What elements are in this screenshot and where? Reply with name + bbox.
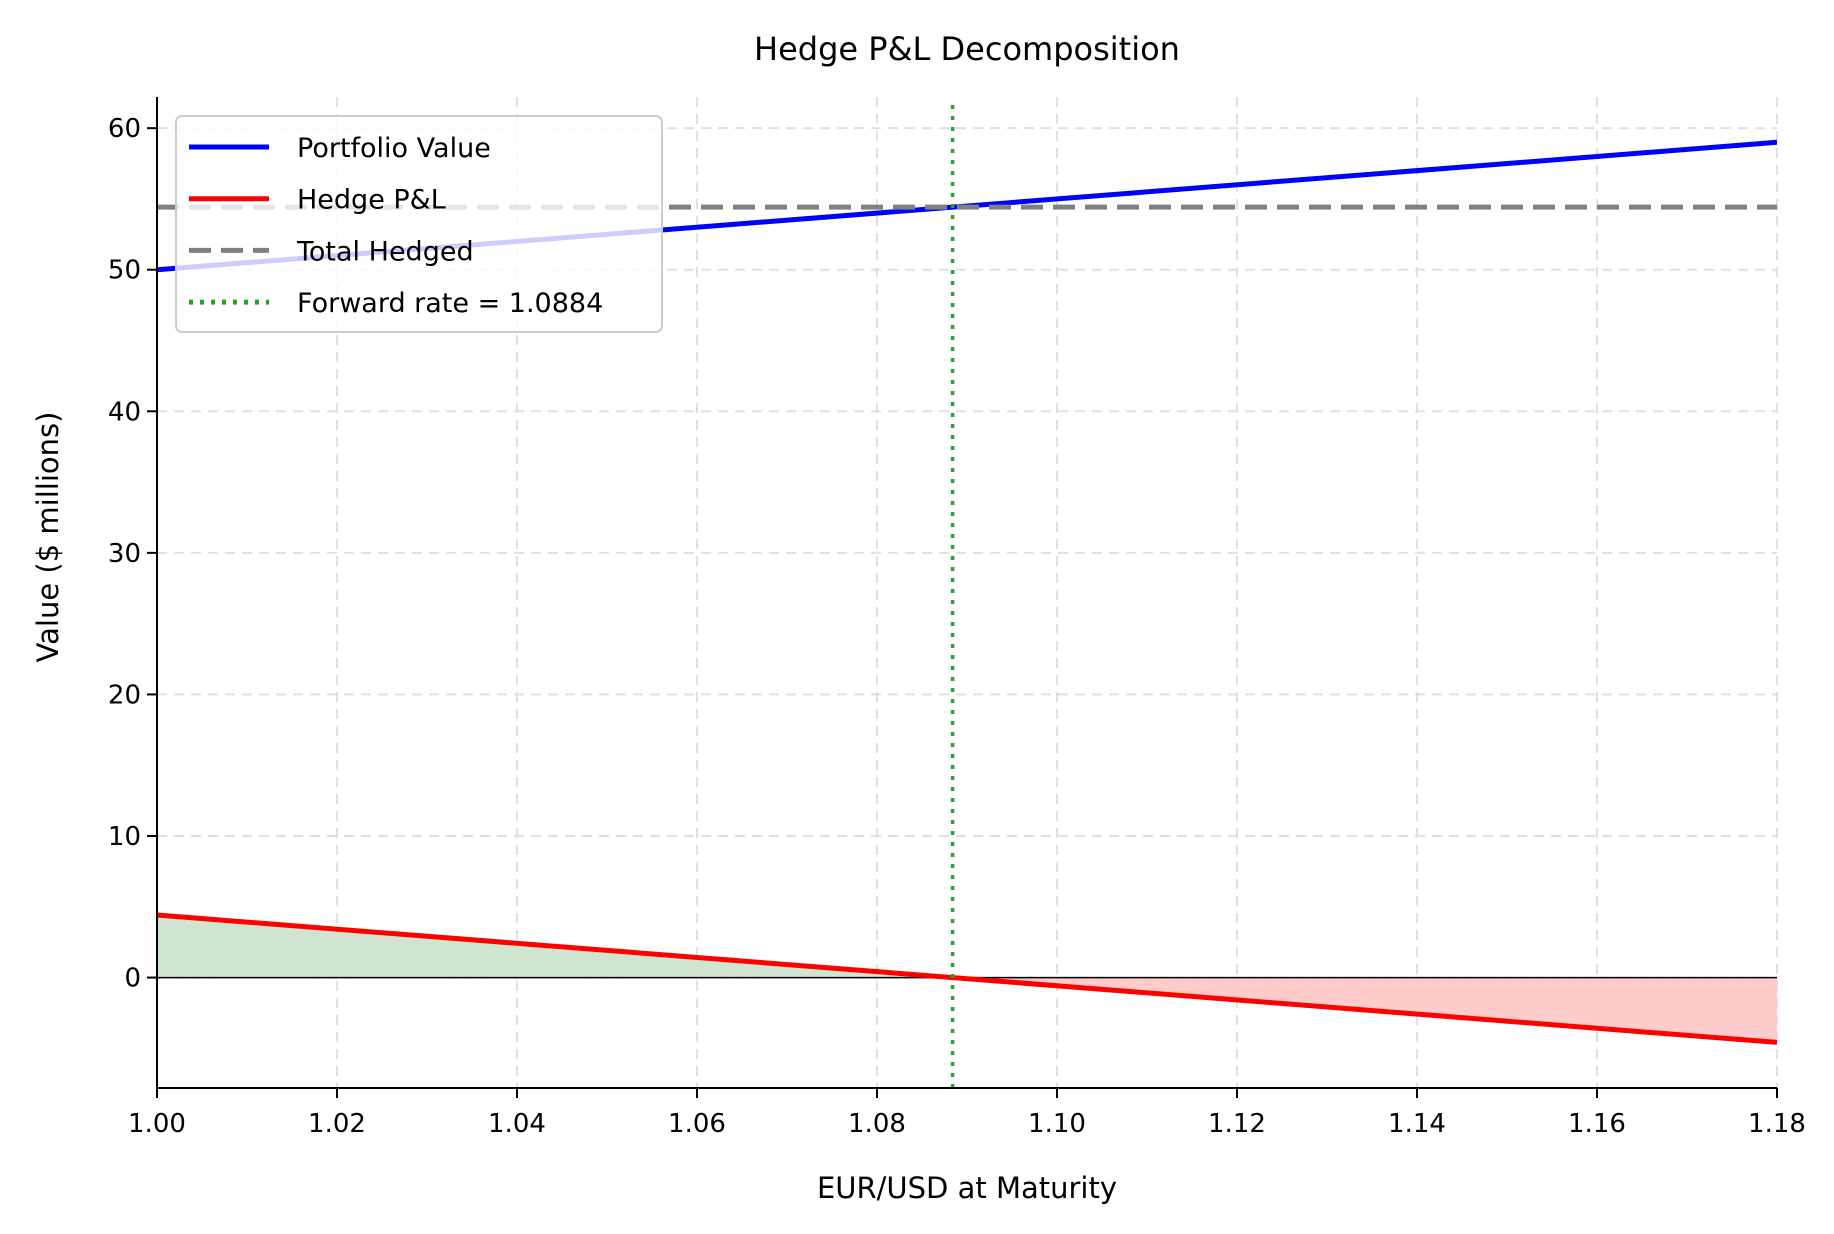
x-tick-label: 1.06 [668, 1109, 726, 1139]
legend-portfolio-value-label: Portfolio Value [297, 133, 491, 164]
x-axis-label: EUR/USD at Maturity [817, 1171, 1117, 1205]
x-tick-label: 1.04 [488, 1109, 546, 1139]
x-tick-label: 1.16 [1568, 1109, 1626, 1139]
x-tick-label: 1.02 [308, 1109, 366, 1139]
x-tick-label: 1.08 [848, 1109, 906, 1139]
hedge-pnl-line [156, 912, 1778, 1045]
grid [156, 97, 1778, 1088]
x-tick-label: 1.14 [1388, 1109, 1446, 1139]
y-tick-label: 10 [108, 822, 141, 852]
legend: Portfolio Value Hedge P&L Total Hedged Forw… [175, 115, 663, 333]
legend-hedge-pnl-label: Hedge P&L [297, 185, 446, 216]
y-tick-label: 50 [108, 256, 141, 286]
legend-total-hedged-label: Total Hedged [296, 236, 474, 267]
y-tick-label: 20 [108, 680, 141, 710]
y-tick-label: 30 [108, 539, 141, 569]
ticks: 1.00 1.02 1.04 1.06 1.08 1.10 1.12 1.14 1.16 1.18… [108, 114, 1806, 1139]
y-axis-label: Value ($ millions) [31, 412, 65, 663]
x-tick-label: 1.10 [1028, 1109, 1086, 1139]
y-tick-label: 40 [108, 397, 141, 427]
x-tick-label: 1.00 [128, 1109, 186, 1139]
y-tick-label: 0 [124, 964, 141, 994]
chart-title: Hedge P&L Decomposition [754, 30, 1180, 68]
y-tick-label: 60 [108, 114, 141, 144]
axes [156, 97, 1777, 1089]
legend-forward-rate-label: Forward rate = 1.0884 [297, 288, 603, 319]
x-tick-label: 1.18 [1748, 1109, 1806, 1139]
x-tick-label: 1.12 [1208, 1109, 1266, 1139]
legend-box [175, 115, 663, 333]
